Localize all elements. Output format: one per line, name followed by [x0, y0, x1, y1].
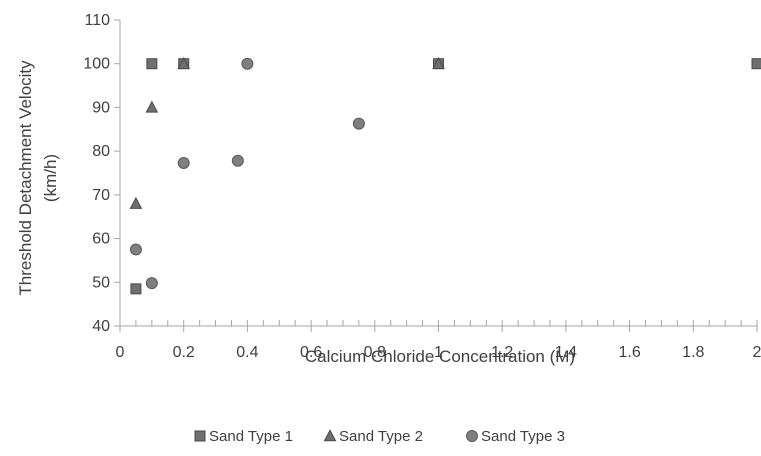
legend-label-1: Sand Type 1	[209, 428, 293, 445]
y-tick-label: 70	[92, 187, 110, 204]
x-tick-label: 2	[753, 344, 761, 361]
x-tick-label: 1.6	[618, 344, 640, 361]
y-axis: 40 50 60 70 80 90 100 110	[83, 12, 121, 335]
point-series-1-1	[130, 283, 142, 295]
x-axis: 0 0.2 0.4 0.6 0.8 1 1.2 1.4 1.6 1.8 2	[116, 320, 761, 361]
x-tick-label: 0.6	[300, 344, 322, 361]
x-tick-label: 0.2	[173, 344, 195, 361]
legend-label-3: Sand Type 3	[481, 428, 565, 445]
point-series-1-5	[751, 58, 761, 70]
y-tick-label: 60	[92, 231, 110, 248]
x-tick-label: 0.8	[364, 344, 386, 361]
legend-marker-3	[466, 430, 478, 442]
y-tick-label: 110	[84, 12, 110, 29]
y-tick-label: 100	[83, 56, 110, 73]
x-tick-label: 0	[116, 344, 125, 361]
y-axis-title-line-1: Threshold Detachment Velocity	[16, 60, 35, 296]
y-axis-title-line-2: (km/h)	[41, 154, 60, 202]
x-tick-label: 0.4	[236, 344, 258, 361]
y-tick-label: 40	[92, 318, 110, 335]
point-series-3-2	[145, 277, 158, 290]
y-tick-label: 90	[92, 99, 110, 116]
point-series-3-3	[177, 156, 190, 169]
x-tick-label: 1	[434, 344, 443, 361]
x-tick-label: 1.2	[491, 344, 513, 361]
point-series-3-1	[129, 243, 142, 256]
x-tick-label: 1.4	[555, 344, 577, 361]
legend-marker-1	[194, 430, 206, 442]
legend: Sand Type 1 Sand Type 2 Sand Type 3	[194, 428, 565, 445]
x-axis-title: Calcium Chloride Concentration (M)	[305, 347, 575, 366]
point-series-2-2	[145, 100, 159, 113]
x-tick-label: 1.8	[682, 344, 704, 361]
legend-marker-2	[323, 429, 337, 442]
point-series-3-4	[231, 154, 244, 167]
point-series-2-3	[177, 56, 191, 69]
legend-label-2: Sand Type 2	[339, 428, 423, 445]
data-points	[129, 56, 761, 295]
point-series-1-2	[146, 58, 158, 70]
point-series-3-6	[352, 117, 365, 130]
y-tick-label: 80	[92, 143, 110, 160]
y-tick-label: 50	[92, 274, 110, 291]
point-series-3-5	[241, 57, 254, 70]
point-series-2-1	[129, 196, 143, 209]
point-series-2-4	[432, 56, 445, 69]
